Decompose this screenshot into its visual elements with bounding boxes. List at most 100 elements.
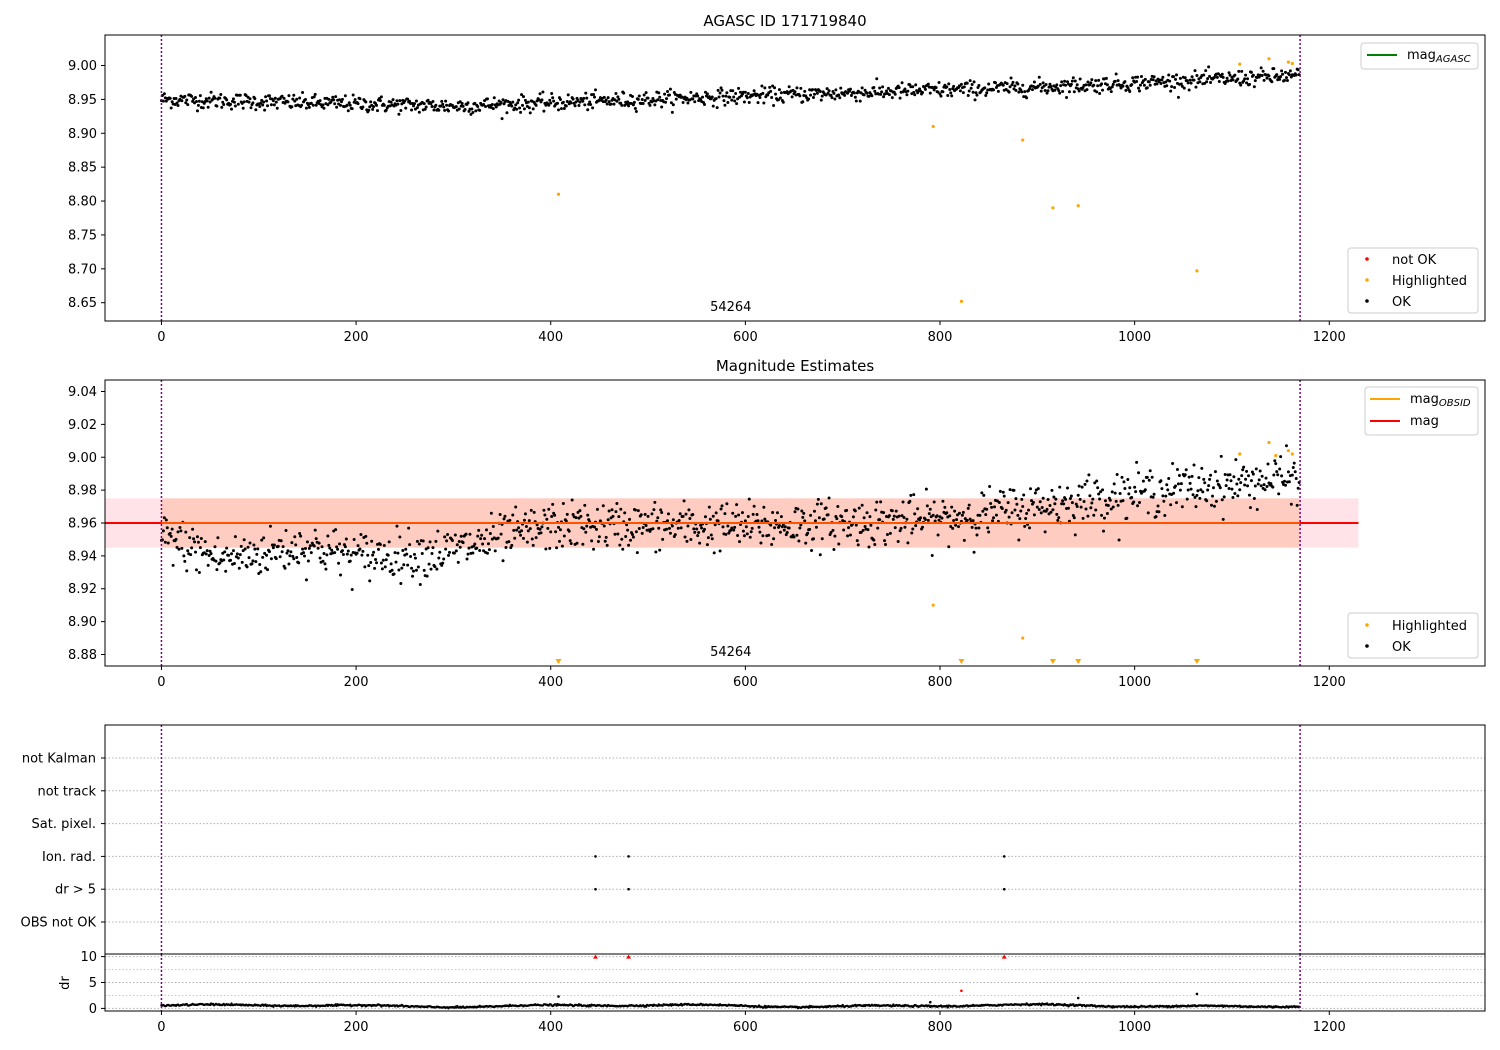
ok-point xyxy=(948,88,952,92)
ok-point xyxy=(215,104,219,108)
ok-point xyxy=(807,97,811,101)
ok-point xyxy=(1073,533,1077,537)
ok-point xyxy=(932,500,936,504)
ok-point xyxy=(180,546,184,550)
ok-point xyxy=(334,528,338,532)
ok-point xyxy=(1056,518,1060,522)
ok-point xyxy=(218,561,222,565)
ok-point xyxy=(711,104,715,108)
ok-point xyxy=(391,98,395,102)
ok-point xyxy=(579,514,583,518)
ok-point xyxy=(301,90,305,94)
ok-point xyxy=(644,524,648,528)
ok-point xyxy=(218,96,222,100)
ok-point xyxy=(596,540,600,544)
ok-point xyxy=(1131,76,1135,80)
ok-point xyxy=(375,103,379,107)
ok-point xyxy=(890,96,894,100)
ok-point xyxy=(515,528,519,532)
ok-point xyxy=(446,532,450,536)
ok-point xyxy=(527,106,531,110)
ok-point xyxy=(633,107,637,111)
ok-point xyxy=(469,112,473,116)
ok-point xyxy=(225,546,229,550)
ok-point xyxy=(1174,73,1178,77)
ok-point xyxy=(605,543,609,547)
ok-point xyxy=(1220,498,1224,502)
x-tick-label: 800 xyxy=(928,675,953,690)
ok-point xyxy=(492,96,496,100)
ok-point xyxy=(557,108,561,112)
ok-point xyxy=(511,513,515,517)
ok-point xyxy=(621,547,625,551)
ok-point xyxy=(1192,78,1196,82)
ok-point xyxy=(786,92,790,96)
ok-point xyxy=(1110,490,1114,494)
ok-point xyxy=(809,93,813,97)
ok-point xyxy=(1257,478,1261,482)
ok-point xyxy=(236,102,240,106)
ok-point xyxy=(380,567,384,571)
ok-point xyxy=(1119,86,1123,90)
dr-outlier xyxy=(1195,992,1199,996)
ok-point xyxy=(799,86,803,90)
ok-point xyxy=(860,86,864,90)
ok-point xyxy=(1123,80,1127,84)
ok-point xyxy=(318,556,322,560)
ok-point xyxy=(1187,475,1191,479)
ok-point xyxy=(1240,69,1244,73)
ok-point xyxy=(441,102,445,106)
ok-point xyxy=(477,528,481,532)
ok-point xyxy=(1058,91,1062,95)
flag-point xyxy=(594,855,597,858)
ok-point xyxy=(906,89,910,93)
ok-point xyxy=(471,551,475,555)
ok-point xyxy=(550,92,554,96)
ok-point xyxy=(225,98,229,102)
ok-point xyxy=(966,94,970,98)
ok-point xyxy=(237,566,241,570)
ok-point xyxy=(236,556,240,560)
ok-point xyxy=(648,103,652,107)
ok-point xyxy=(1033,491,1037,495)
ok-point xyxy=(1227,487,1231,491)
flag-point xyxy=(1002,855,1006,858)
ok-point xyxy=(548,546,552,550)
ok-point xyxy=(655,519,659,523)
ok-point xyxy=(801,515,805,519)
ok-point xyxy=(873,89,877,93)
ok-point xyxy=(527,519,531,523)
ok-point xyxy=(683,535,687,539)
ok-point xyxy=(865,511,869,515)
ok-point xyxy=(466,101,470,105)
ok-point xyxy=(1239,83,1243,87)
ok-point xyxy=(470,107,474,111)
ok-point xyxy=(549,530,553,534)
ok-point xyxy=(1080,485,1084,489)
ok-point xyxy=(1283,483,1287,487)
ok-point xyxy=(869,523,873,527)
ok-point xyxy=(233,535,237,539)
ok-point xyxy=(593,88,597,92)
legend-box xyxy=(1360,42,1479,70)
ok-point xyxy=(978,513,982,517)
ok-point xyxy=(1171,462,1175,466)
ok-point xyxy=(540,525,544,529)
ok-point xyxy=(197,99,201,103)
ok-point xyxy=(279,539,283,543)
ok-point xyxy=(227,553,231,557)
ok-point xyxy=(906,541,910,545)
ok-point xyxy=(562,534,566,538)
ok-point xyxy=(410,108,414,112)
ok-point xyxy=(854,523,858,527)
ok-point xyxy=(1147,80,1151,84)
ok-point xyxy=(948,514,952,518)
ok-point xyxy=(1165,84,1169,88)
ok-point xyxy=(1137,86,1141,90)
ok-point xyxy=(740,511,744,515)
ok-point xyxy=(369,100,373,104)
ok-point xyxy=(371,553,375,557)
ok-point xyxy=(751,512,755,516)
ok-point xyxy=(188,536,192,540)
ok-point xyxy=(335,105,339,109)
